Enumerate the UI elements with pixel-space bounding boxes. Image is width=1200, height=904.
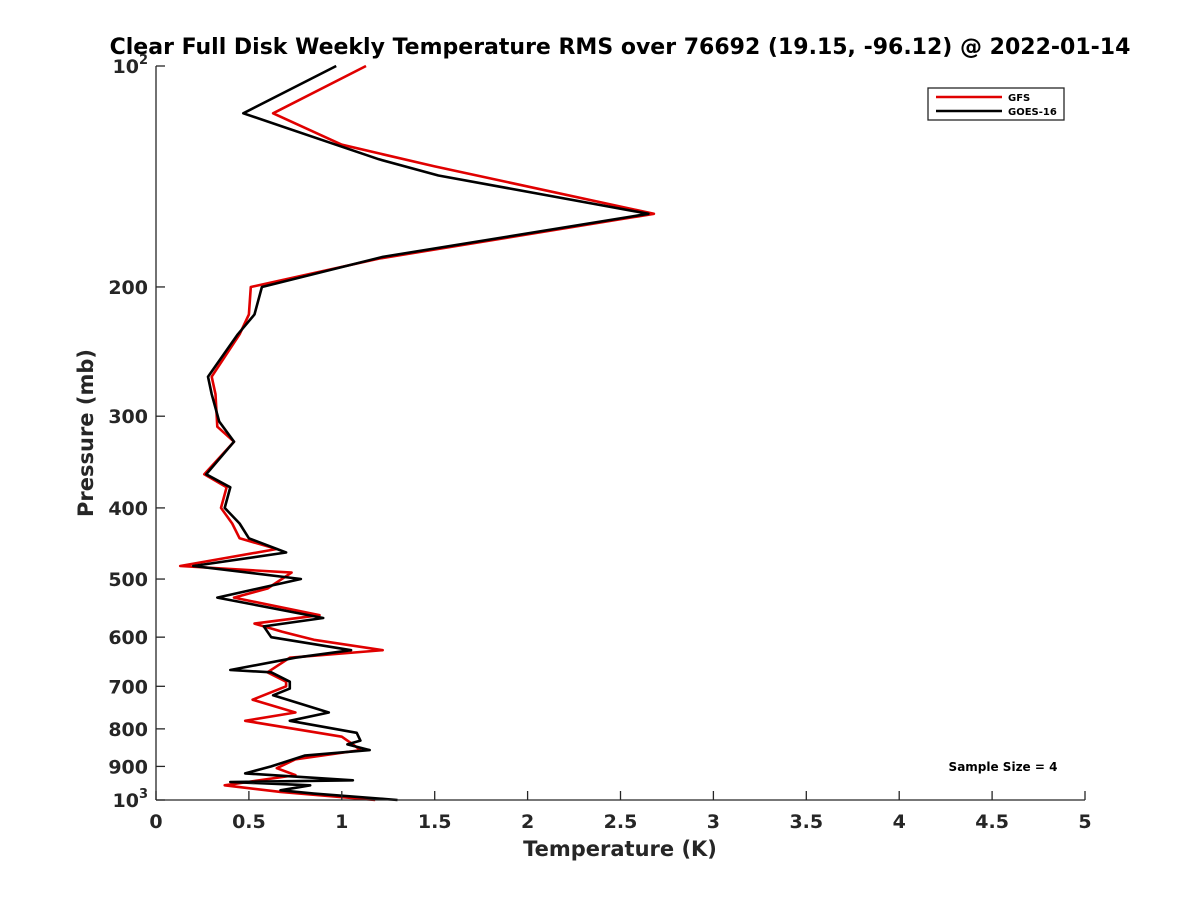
y-tick-label: 600 <box>108 627 148 649</box>
y-tick-base: 800 <box>108 719 148 741</box>
legend-label-goes16: GOES-16 <box>1008 107 1057 118</box>
y-tick-label: 400 <box>108 498 148 520</box>
x-tick-label: 4.5 <box>975 811 1009 833</box>
x-tick-label: 2.5 <box>604 811 638 833</box>
y-tick-base: 400 <box>108 498 148 520</box>
y-tick-label: 500 <box>108 569 148 591</box>
x-tick-label: 5 <box>1078 811 1091 833</box>
y-tick-base: 10 <box>113 56 139 78</box>
y-tick-label: 800 <box>108 719 148 741</box>
y-tick-label: 300 <box>108 406 148 428</box>
y-tick-exponent: 3 <box>139 787 148 802</box>
x-tick-label: 4 <box>893 811 906 833</box>
legend-label-gfs: GFS <box>1008 93 1030 104</box>
y-tick-base: 10 <box>113 790 139 812</box>
y-tick-label: 700 <box>108 676 148 698</box>
x-tick-layer: 0 0.5 1 1.5 2 2.5 3 3.5 4 4.5 5 <box>149 791 1092 833</box>
x-tick-label: 0 <box>149 811 162 833</box>
x-axis-label: Temperature (K) <box>523 837 717 861</box>
y-tick-base: 600 <box>108 627 148 649</box>
y-tick-exponent: 2 <box>139 53 148 68</box>
y-tick-base: 500 <box>108 569 148 591</box>
sample-size-annotation: Sample Size = 4 <box>949 760 1058 774</box>
y-tick-base: 300 <box>108 406 148 428</box>
series-layer <box>178 64 656 802</box>
y-axis-label: Pressure (mb) <box>74 349 98 517</box>
y-tick-base: 700 <box>108 676 148 698</box>
x-tick-label: 3.5 <box>789 811 823 833</box>
legend-box <box>927 87 1065 121</box>
series-line-goes16 <box>191 64 650 802</box>
chart-title: Clear Full Disk Weekly Temperature RMS o… <box>110 35 1131 60</box>
y-tick-label: 102 <box>113 53 149 78</box>
x-tick-label: 1.5 <box>418 811 452 833</box>
x-tick-label: 0.5 <box>232 811 266 833</box>
y-tick-label: 200 <box>108 277 148 299</box>
y-tick-label: 103 <box>113 787 149 812</box>
x-tick-label: 1 <box>335 811 348 833</box>
y-tick-label: 900 <box>108 756 148 778</box>
y-tick-base: 200 <box>108 277 148 299</box>
x-tick-label: 2 <box>521 811 534 833</box>
y-tick-base: 900 <box>108 756 148 778</box>
series-line-gfs <box>178 64 656 802</box>
legend: GFS GOES-16 <box>927 87 1065 121</box>
x-tick-label: 3 <box>707 811 720 833</box>
